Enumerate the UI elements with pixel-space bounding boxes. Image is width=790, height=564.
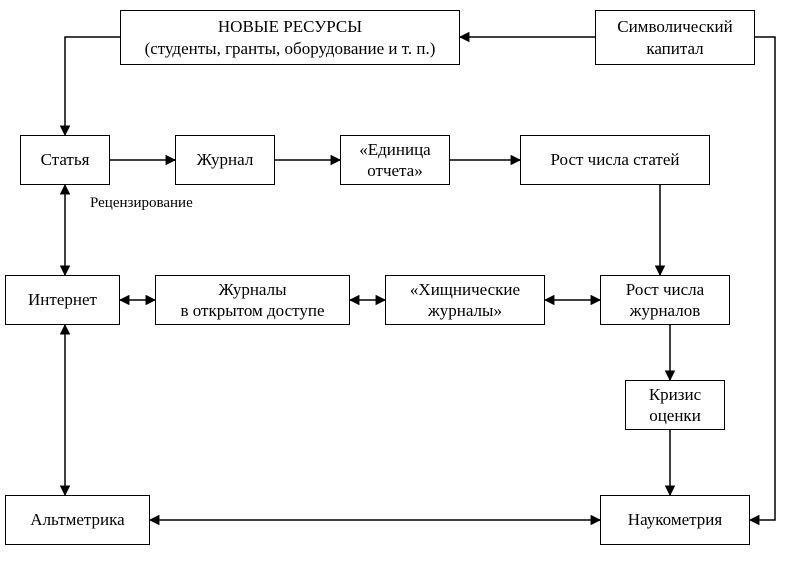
node-scientometrics: Наукометрия xyxy=(600,495,750,545)
edge-symbolic-capital-to-scientometrics xyxy=(750,37,775,520)
node-journal: Журнал xyxy=(175,135,275,185)
node-open-journals: Журналыв открытом доступе xyxy=(155,275,350,325)
node-growth-journals: Рост числажурналов xyxy=(600,275,730,325)
node-symbolic-capital: Символическийкапитал xyxy=(595,10,755,65)
node-report-unit: «Единицаотчета» xyxy=(340,135,450,185)
edge-new-resources-to-article xyxy=(65,37,120,135)
label-peer-review: Рецензирование xyxy=(90,195,193,212)
node-article: Статья xyxy=(20,135,110,185)
node-new-resources: НОВЫЕ РЕСУРСЫ(студенты, гранты, оборудов… xyxy=(120,10,460,65)
node-crisis: Кризисоценки xyxy=(625,380,725,430)
node-growth-articles: Рост числа статей xyxy=(520,135,710,185)
node-altmetrics: Альтметрика xyxy=(5,495,150,545)
node-predatory: «Хищническиежурналы» xyxy=(385,275,545,325)
node-internet: Интернет xyxy=(5,275,120,325)
